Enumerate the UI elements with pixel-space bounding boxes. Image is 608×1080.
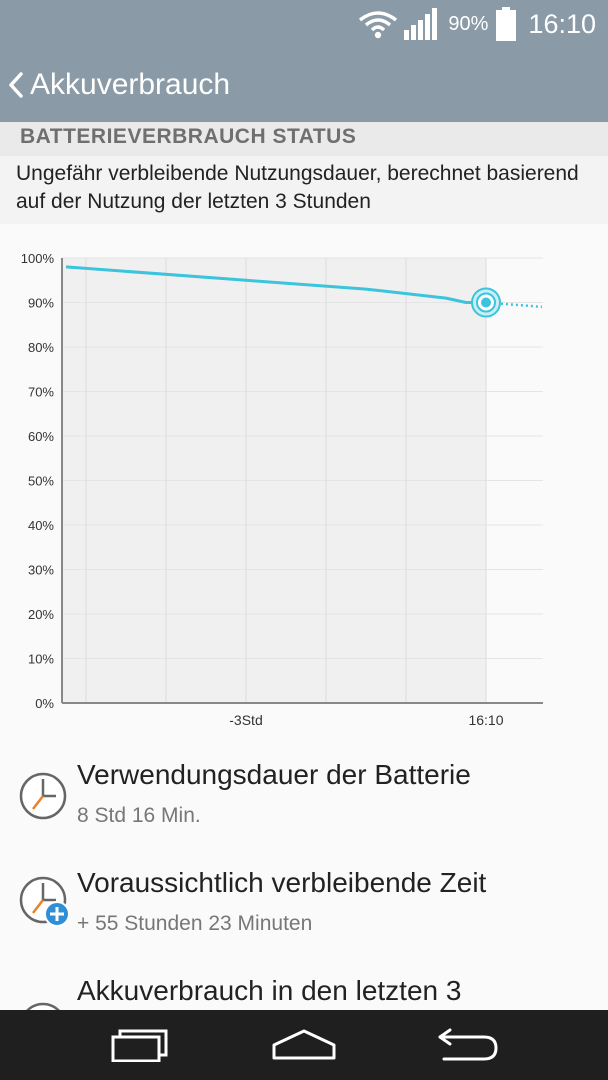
recent-apps-button[interactable] <box>80 1010 200 1080</box>
chart-current-marker <box>471 287 501 318</box>
chart-y-tick-label: 70% <box>28 385 54 400</box>
chevron-left-icon[interactable] <box>6 71 26 99</box>
page-title[interactable]: Akkuverbrauch <box>30 68 231 101</box>
chart-y-tick-label: 20% <box>28 607 54 622</box>
chart-x-tick-labels: -3Std 16:10 <box>229 712 503 728</box>
list-item-subtitle: + 55 Stunden 23 Minuten <box>77 912 313 935</box>
chart-x-tick-label: 16:10 <box>468 712 503 728</box>
list-item-title: Verwendungsdauer der Batterie <box>77 759 471 790</box>
status-icons: 90% 16:10 <box>358 0 608 48</box>
status-clock: 16:10 <box>528 8 596 39</box>
signal-icon <box>404 8 438 40</box>
list-item-title: Voraussichtlich verbleibende Zeit <box>77 867 487 898</box>
chart-current-point <box>481 297 491 308</box>
clock-plus-icon <box>19 876 70 927</box>
chart-y-tick-label: 40% <box>28 518 54 533</box>
chart-y-tick-label: 50% <box>28 474 54 489</box>
chart-grid-vertical <box>85 258 487 703</box>
usage-description-text: Ungefähr verbleibende Nutzungsdauer, ber… <box>16 162 579 213</box>
recent-apps-icon <box>111 1029 168 1062</box>
list-item-usage-last-3[interactable]: Akkuverbrauch in den letzten 3 <box>0 966 608 1010</box>
chart-y-tick-label: 80% <box>28 340 54 355</box>
home-button[interactable] <box>244 1010 364 1080</box>
battery-percent: 90% <box>448 12 489 35</box>
home-icon <box>272 1029 336 1060</box>
navigation-bar <box>0 1010 608 1080</box>
app-bar: Akkuverbrauch <box>0 48 608 122</box>
chart-series-line <box>65 265 486 304</box>
list-item-subtitle: 8 Std 16 Min. <box>77 804 201 827</box>
back-button[interactable] <box>408 1010 528 1080</box>
clock-icon <box>19 772 67 820</box>
chart-y-tick-label: 0% <box>35 696 54 711</box>
list-item-title: Akkuverbrauch in den letzten 3 <box>77 975 462 1006</box>
clock-icon <box>26 1002 60 1010</box>
usage-description: Ungefähr verbleibende Nutzungsdauer, ber… <box>0 156 608 224</box>
wifi-icon <box>359 11 398 39</box>
chart-y-tick-label: 30% <box>28 563 54 578</box>
chart-y-tick-labels: 100% 90% 80% 70% 60% 50% 40% 30% 20% 10% 0% <box>21 251 55 711</box>
back-icon <box>438 1028 498 1061</box>
battery-icon <box>496 7 517 41</box>
chart-y-tick-label: 90% <box>28 296 54 311</box>
chart-x-tick-label: -3Std <box>229 712 262 728</box>
chart-y-tick-label: 100% <box>21 251 55 266</box>
chart-y-tick-label: 10% <box>28 652 54 667</box>
status-bar: 90% 16:10 <box>0 0 608 48</box>
chart-series-projection <box>485 301 543 309</box>
section-header-label: BATTERIEVERBRAUCH STATUS <box>20 125 357 148</box>
list-item-estimated-remaining[interactable]: Voraussichtlich verbleibende Zeit + 55 S… <box>0 858 608 958</box>
chart-y-tick-label: 60% <box>28 429 54 444</box>
section-header: BATTERIEVERBRAUCH STATUS <box>0 122 608 156</box>
battery-chart: 100% 90% 80% 70% 60% 50% 40% 30% 20% 10% 0% -3Std 1… <box>21 251 543 728</box>
list-item-battery-usage-time[interactable]: Verwendungsdauer der Batterie 8 Std 16 M… <box>0 750 608 850</box>
chart-series <box>65 265 543 309</box>
